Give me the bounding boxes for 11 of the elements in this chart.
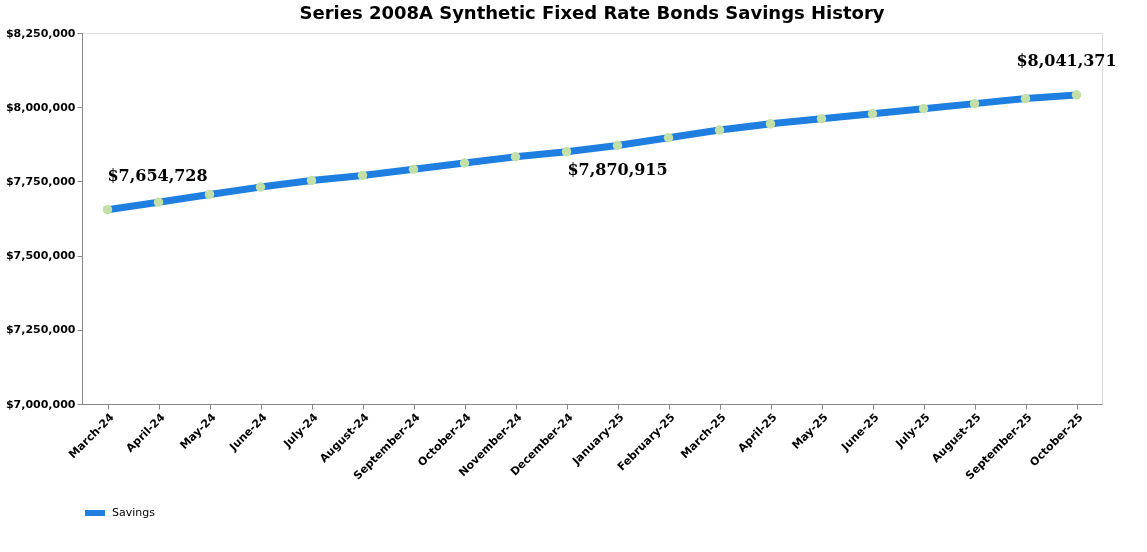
annotation: $7,870,915 xyxy=(567,159,668,179)
y-tick-label: $7,500,000 xyxy=(5,249,76,263)
y-tick-label: $7,000,000 xyxy=(5,397,76,411)
annotation: $7,654,728 xyxy=(107,165,208,185)
y-tick-label: $7,750,000 xyxy=(5,174,76,188)
y-tick-label: $8,250,000 xyxy=(5,26,76,40)
annotation: $8,041,371 xyxy=(1016,50,1117,70)
legend-label: Savings xyxy=(112,506,156,519)
chart-title: Series 2008A Synthetic Fixed Rate Bonds Savings History xyxy=(299,2,885,23)
y-tick-label: $8,000,000 xyxy=(5,100,76,114)
y-tick-label: $7,250,000 xyxy=(5,323,76,337)
